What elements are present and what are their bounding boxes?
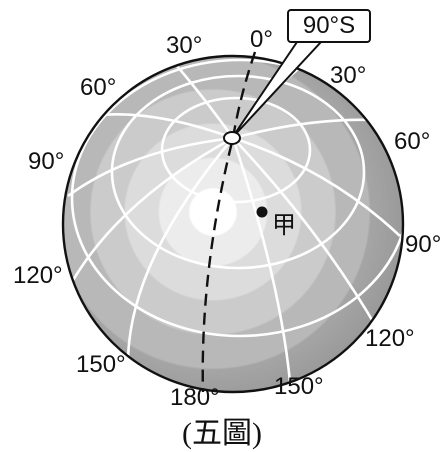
meridian-120 (232, 137, 380, 331)
latitude-circle-1 (160, 96, 312, 204)
label-left-60: 60° (80, 74, 117, 101)
meridian-90 (232, 136, 401, 237)
meridian-150w (126, 137, 234, 361)
label-right-120: 120° (365, 325, 415, 352)
label-left-150: 150° (76, 351, 126, 378)
label-left-120: 120° (13, 262, 63, 289)
meridian-60 (232, 118, 373, 140)
label-right-60: 60° (394, 128, 431, 155)
label-right-90: 90° (405, 231, 442, 258)
meridian-150 (231, 137, 292, 383)
label-bottom-150: 150° (274, 373, 324, 400)
latitude-circle-3 (70, 58, 403, 338)
figure-caption: (五圖) (182, 417, 262, 450)
globe-outline (61, 54, 405, 394)
meridian-120w (70, 136, 234, 283)
meridian-90w (67, 136, 234, 198)
label-right-30: 30° (330, 62, 367, 89)
point-jia-label: 甲 (272, 211, 296, 239)
latitude-circle-2 (110, 74, 366, 270)
globe-body (63, 56, 403, 392)
pole-callout-text: 90°S (302, 12, 356, 39)
south-pole-marker (223, 131, 241, 145)
label-top-0: 0° (250, 26, 273, 53)
label-bottom-180: 180° (170, 384, 220, 411)
pole-callout-box: 90°S (287, 9, 371, 43)
label-left-90: 90° (28, 148, 65, 175)
point-jia-dot (256, 206, 268, 218)
label-top-30: 30° (166, 32, 203, 59)
